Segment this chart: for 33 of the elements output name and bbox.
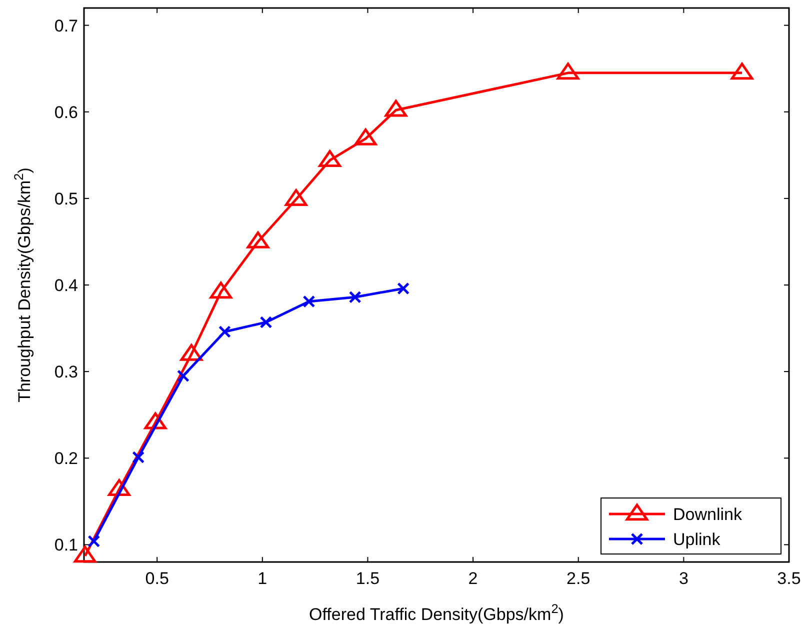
point: [384, 100, 408, 117]
x-tick-label: 0.5: [145, 569, 169, 588]
point: [246, 231, 270, 248]
x-tick-label: 1.5: [356, 569, 380, 588]
x-tick-label: 3: [678, 569, 688, 588]
point: [397, 282, 410, 295]
y-tick-label: 0.3: [54, 362, 78, 382]
y-tick-label: 0.5: [54, 189, 78, 208]
x-tick-label: 2: [468, 569, 478, 588]
x-tick-label: 3.5: [777, 569, 801, 588]
point: [132, 451, 145, 464]
point: [88, 534, 100, 548]
y-tick-label: 0.2: [54, 449, 78, 468]
point: [354, 128, 377, 146]
y-tick-label: 0.6: [54, 102, 78, 122]
point: [284, 189, 308, 206]
x-tick-label: 1: [258, 569, 268, 588]
point: [556, 62, 580, 80]
point: [348, 290, 362, 304]
point: [176, 370, 190, 382]
point: [260, 316, 272, 328]
point: [218, 325, 231, 338]
y-tick-label: 0.7: [54, 16, 78, 36]
y-tick-label: 0.1: [54, 536, 78, 555]
legend-label: Uplink: [673, 530, 721, 549]
point: [210, 282, 232, 299]
point: [302, 295, 316, 308]
x-axis-title: Offered Traffic Density(Gbps/km$^{2}$): [309, 600, 564, 624]
point: [318, 150, 341, 167]
x-tick-label: 2.5: [566, 569, 590, 588]
legend-label: Downlink: [673, 505, 742, 524]
point: [730, 62, 754, 80]
y-tick-label: 0.4: [54, 276, 78, 295]
